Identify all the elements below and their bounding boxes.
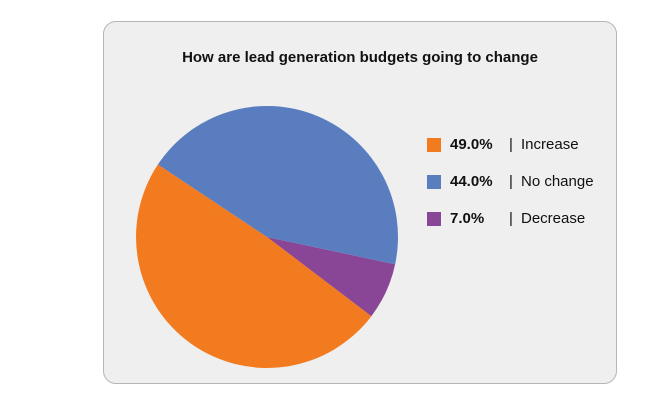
- pie-slice-decrease: [267, 237, 396, 317]
- pie-chart: [136, 106, 399, 368]
- legend-swatch-no-change: [427, 175, 441, 189]
- legend-value-decrease: 7.0%: [450, 210, 485, 227]
- chart-title: How are lead generation budgets going to…: [182, 49, 538, 66]
- legend-value-no-change: 44.0%: [450, 173, 493, 190]
- pie-slice-increase: [136, 164, 372, 368]
- legend-item-no-change: 44.0% | No change: [427, 172, 627, 192]
- legend-item-decrease: 7.0% | Decrease: [427, 209, 627, 229]
- legend-label-increase: Increase: [521, 136, 579, 153]
- legend-item-increase: 49.0% | Increase: [427, 135, 627, 155]
- legend-value-increase: 49.0%: [450, 136, 493, 153]
- legend-label-no-change: No change: [521, 173, 594, 190]
- legend-swatch-decrease: [427, 212, 441, 226]
- pie-slice-no-change: [157, 106, 399, 265]
- legend-separator: |: [509, 136, 513, 153]
- legend-separator: |: [509, 210, 513, 227]
- legend-label-decrease: Decrease: [521, 210, 586, 227]
- chart-card: How are lead generation budgets going to…: [103, 21, 617, 384]
- legend-separator: |: [509, 173, 513, 190]
- legend-swatch-increase: [427, 138, 441, 152]
